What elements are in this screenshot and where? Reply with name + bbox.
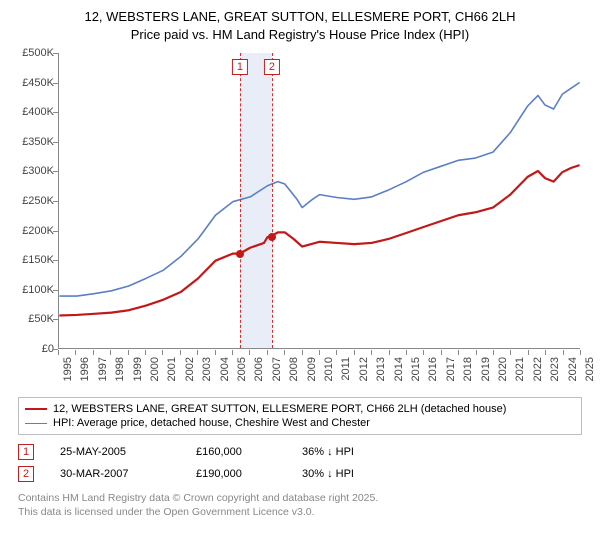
title-line-2: Price paid vs. HM Land Registry's House … bbox=[131, 27, 469, 42]
legend-swatch bbox=[25, 423, 47, 424]
y-tick-label: £150K bbox=[12, 254, 54, 266]
series-price_paid bbox=[59, 165, 579, 315]
y-tick-label: £100K bbox=[12, 284, 54, 296]
plot-area: 12 bbox=[58, 53, 580, 349]
event-dot bbox=[268, 233, 276, 241]
event-index-box: 2 bbox=[18, 466, 34, 482]
legend-swatch bbox=[25, 408, 47, 410]
event-delta: 30% ↓ HPI bbox=[302, 468, 392, 480]
event-dot bbox=[236, 250, 244, 258]
event-marker-label: 2 bbox=[264, 59, 280, 75]
legend-label: HPI: Average price, detached house, Ches… bbox=[53, 417, 370, 429]
event-row: 1 25-MAY-2005 £160,000 36% ↓ HPI bbox=[18, 441, 582, 463]
y-tick-label: £400K bbox=[12, 106, 54, 118]
chart-container: 12, WEBSTERS LANE, GREAT SUTTON, ELLESME… bbox=[0, 0, 600, 527]
title-line-1: 12, WEBSTERS LANE, GREAT SUTTON, ELLESME… bbox=[84, 9, 515, 24]
event-line bbox=[240, 53, 241, 348]
event-date: 30-MAR-2007 bbox=[60, 468, 170, 480]
legend-box: 12, WEBSTERS LANE, GREAT SUTTON, ELLESME… bbox=[18, 397, 582, 435]
event-index-box: 1 bbox=[18, 444, 34, 460]
legend-item-hpi: HPI: Average price, detached house, Ches… bbox=[25, 416, 575, 430]
y-tick-label: £250K bbox=[12, 195, 54, 207]
footnote: Contains HM Land Registry data © Crown c… bbox=[18, 491, 582, 519]
x-tick-label: 2025 bbox=[584, 357, 600, 381]
y-tick-label: £300K bbox=[12, 165, 54, 177]
chart-area: £0 £50K £100K £150K £200K £250K £300K £350K £400… bbox=[12, 49, 588, 389]
event-row: 2 30-MAR-2007 £190,000 30% ↓ HPI bbox=[18, 463, 582, 485]
event-date: 25-MAY-2005 bbox=[60, 446, 170, 458]
y-tick-label: £350K bbox=[12, 136, 54, 148]
event-marker-label: 1 bbox=[232, 59, 248, 75]
footnote-line-1: Contains HM Land Registry data © Crown c… bbox=[18, 492, 378, 504]
event-price: £190,000 bbox=[196, 468, 276, 480]
legend-item-price-paid: 12, WEBSTERS LANE, GREAT SUTTON, ELLESME… bbox=[25, 402, 575, 416]
y-tick-label: £50K bbox=[12, 313, 54, 325]
chart-lines bbox=[59, 53, 580, 348]
y-tick-label: £500K bbox=[12, 47, 54, 59]
legend-label: 12, WEBSTERS LANE, GREAT SUTTON, ELLESME… bbox=[53, 403, 506, 415]
event-line bbox=[272, 53, 273, 348]
y-tick-label: £200K bbox=[12, 225, 54, 237]
chart-title: 12, WEBSTERS LANE, GREAT SUTTON, ELLESME… bbox=[12, 8, 588, 43]
series-hpi bbox=[59, 83, 579, 297]
footnote-line-2: This data is licensed under the Open Gov… bbox=[18, 506, 315, 518]
y-tick-label: £0 bbox=[12, 343, 54, 355]
event-delta: 36% ↓ HPI bbox=[302, 446, 392, 458]
y-tick-label: £450K bbox=[12, 77, 54, 89]
events-table: 1 25-MAY-2005 £160,000 36% ↓ HPI 2 30-MAR-200… bbox=[18, 441, 582, 485]
event-price: £160,000 bbox=[196, 446, 276, 458]
